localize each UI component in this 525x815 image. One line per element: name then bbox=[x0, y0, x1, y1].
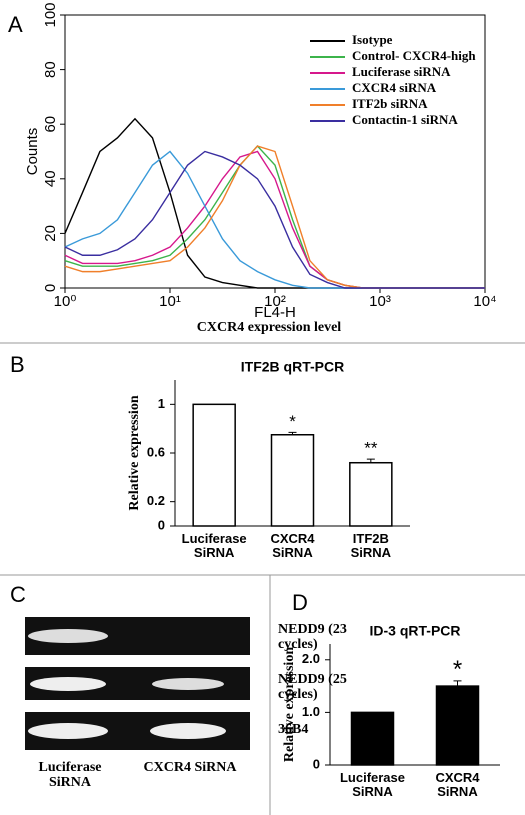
chart-title: ID-3 qRT-PCR bbox=[370, 623, 461, 639]
panel-label: B bbox=[10, 352, 25, 377]
y-tick-label: 0 bbox=[313, 756, 320, 771]
gel-lane-label: CXCR4 SiRNA bbox=[143, 760, 237, 775]
y-tick-label: 80 bbox=[42, 61, 59, 78]
x-tick-label: Luciferase SiRNA bbox=[339, 770, 406, 799]
gel-row-label: 36B4 bbox=[278, 722, 309, 737]
error-bar bbox=[366, 458, 375, 463]
y-tick-label: 0.2 bbox=[147, 493, 165, 508]
y-tick-label: 0 bbox=[158, 517, 165, 532]
y-tick-label: 100 bbox=[42, 2, 59, 27]
x-tick-label: 10² bbox=[264, 293, 286, 310]
chart-title: ITF2B qRT-PCR bbox=[241, 359, 344, 375]
panel-label: A bbox=[8, 12, 23, 37]
legend-label: CXCR4 siRNA bbox=[352, 80, 437, 95]
gel-lane-label: Luciferase SiRNA bbox=[38, 760, 102, 790]
bar bbox=[350, 711, 395, 766]
y-tick-label: 60 bbox=[42, 116, 59, 133]
significance-mark: ** bbox=[364, 439, 378, 458]
y-axis-label: Counts bbox=[24, 128, 41, 176]
bar bbox=[192, 403, 236, 527]
y-axis-label: Relative expression bbox=[127, 395, 142, 510]
x-tick-label: ITF2B SiRNA bbox=[350, 531, 392, 560]
x-tick-label: 10⁴ bbox=[473, 293, 496, 310]
legend-label: Luciferase siRNA bbox=[352, 64, 451, 79]
legend-label: Isotype bbox=[352, 32, 393, 47]
legend-label: Contactin-1 siRNA bbox=[352, 112, 458, 127]
gel-image bbox=[25, 617, 250, 750]
x-tick-label: CXCR4 SiRNA bbox=[435, 770, 480, 799]
x-tick-label: Luciferase SiRNA bbox=[181, 531, 247, 560]
series-line bbox=[64, 150, 485, 289]
y-tick-label: 1 bbox=[158, 396, 165, 411]
significance-mark: * bbox=[453, 656, 462, 683]
y-tick-label: 2.0 bbox=[302, 651, 320, 666]
legend-label: Control- CXCR4-high bbox=[352, 48, 476, 63]
x-tick-label: 10³ bbox=[369, 293, 391, 310]
y-tick-label: 20 bbox=[42, 225, 59, 242]
x-axis-sublabel: CXCR4 expression level bbox=[197, 320, 342, 335]
y-axis-label: Relative expression bbox=[282, 647, 297, 762]
bar bbox=[435, 685, 480, 766]
gel-row-label: NEDD9 (23 cycles) bbox=[278, 622, 347, 652]
x-axis-label: FL4-H bbox=[254, 304, 296, 321]
y-tick-label: 40 bbox=[42, 170, 59, 187]
x-tick-label: 10⁰ bbox=[54, 293, 77, 310]
y-tick-label: 1.0 bbox=[302, 704, 320, 719]
gel-row-label: NEDD9 (25 cycles) bbox=[278, 672, 347, 702]
error-bar bbox=[453, 680, 462, 687]
error-bar bbox=[288, 431, 297, 435]
bar bbox=[270, 434, 315, 527]
panel-label: D bbox=[292, 590, 308, 615]
y-tick-label: 0 bbox=[42, 284, 59, 292]
y-tick-label: 0.6 bbox=[147, 444, 165, 459]
bar bbox=[349, 461, 393, 527]
legend-label: ITF2b siRNA bbox=[352, 96, 428, 111]
significance-mark: * bbox=[289, 412, 296, 431]
x-tick-label: CXCR4 SiRNA bbox=[270, 531, 315, 560]
x-tick-label: 10¹ bbox=[159, 293, 181, 310]
panel-label: C bbox=[10, 582, 26, 607]
